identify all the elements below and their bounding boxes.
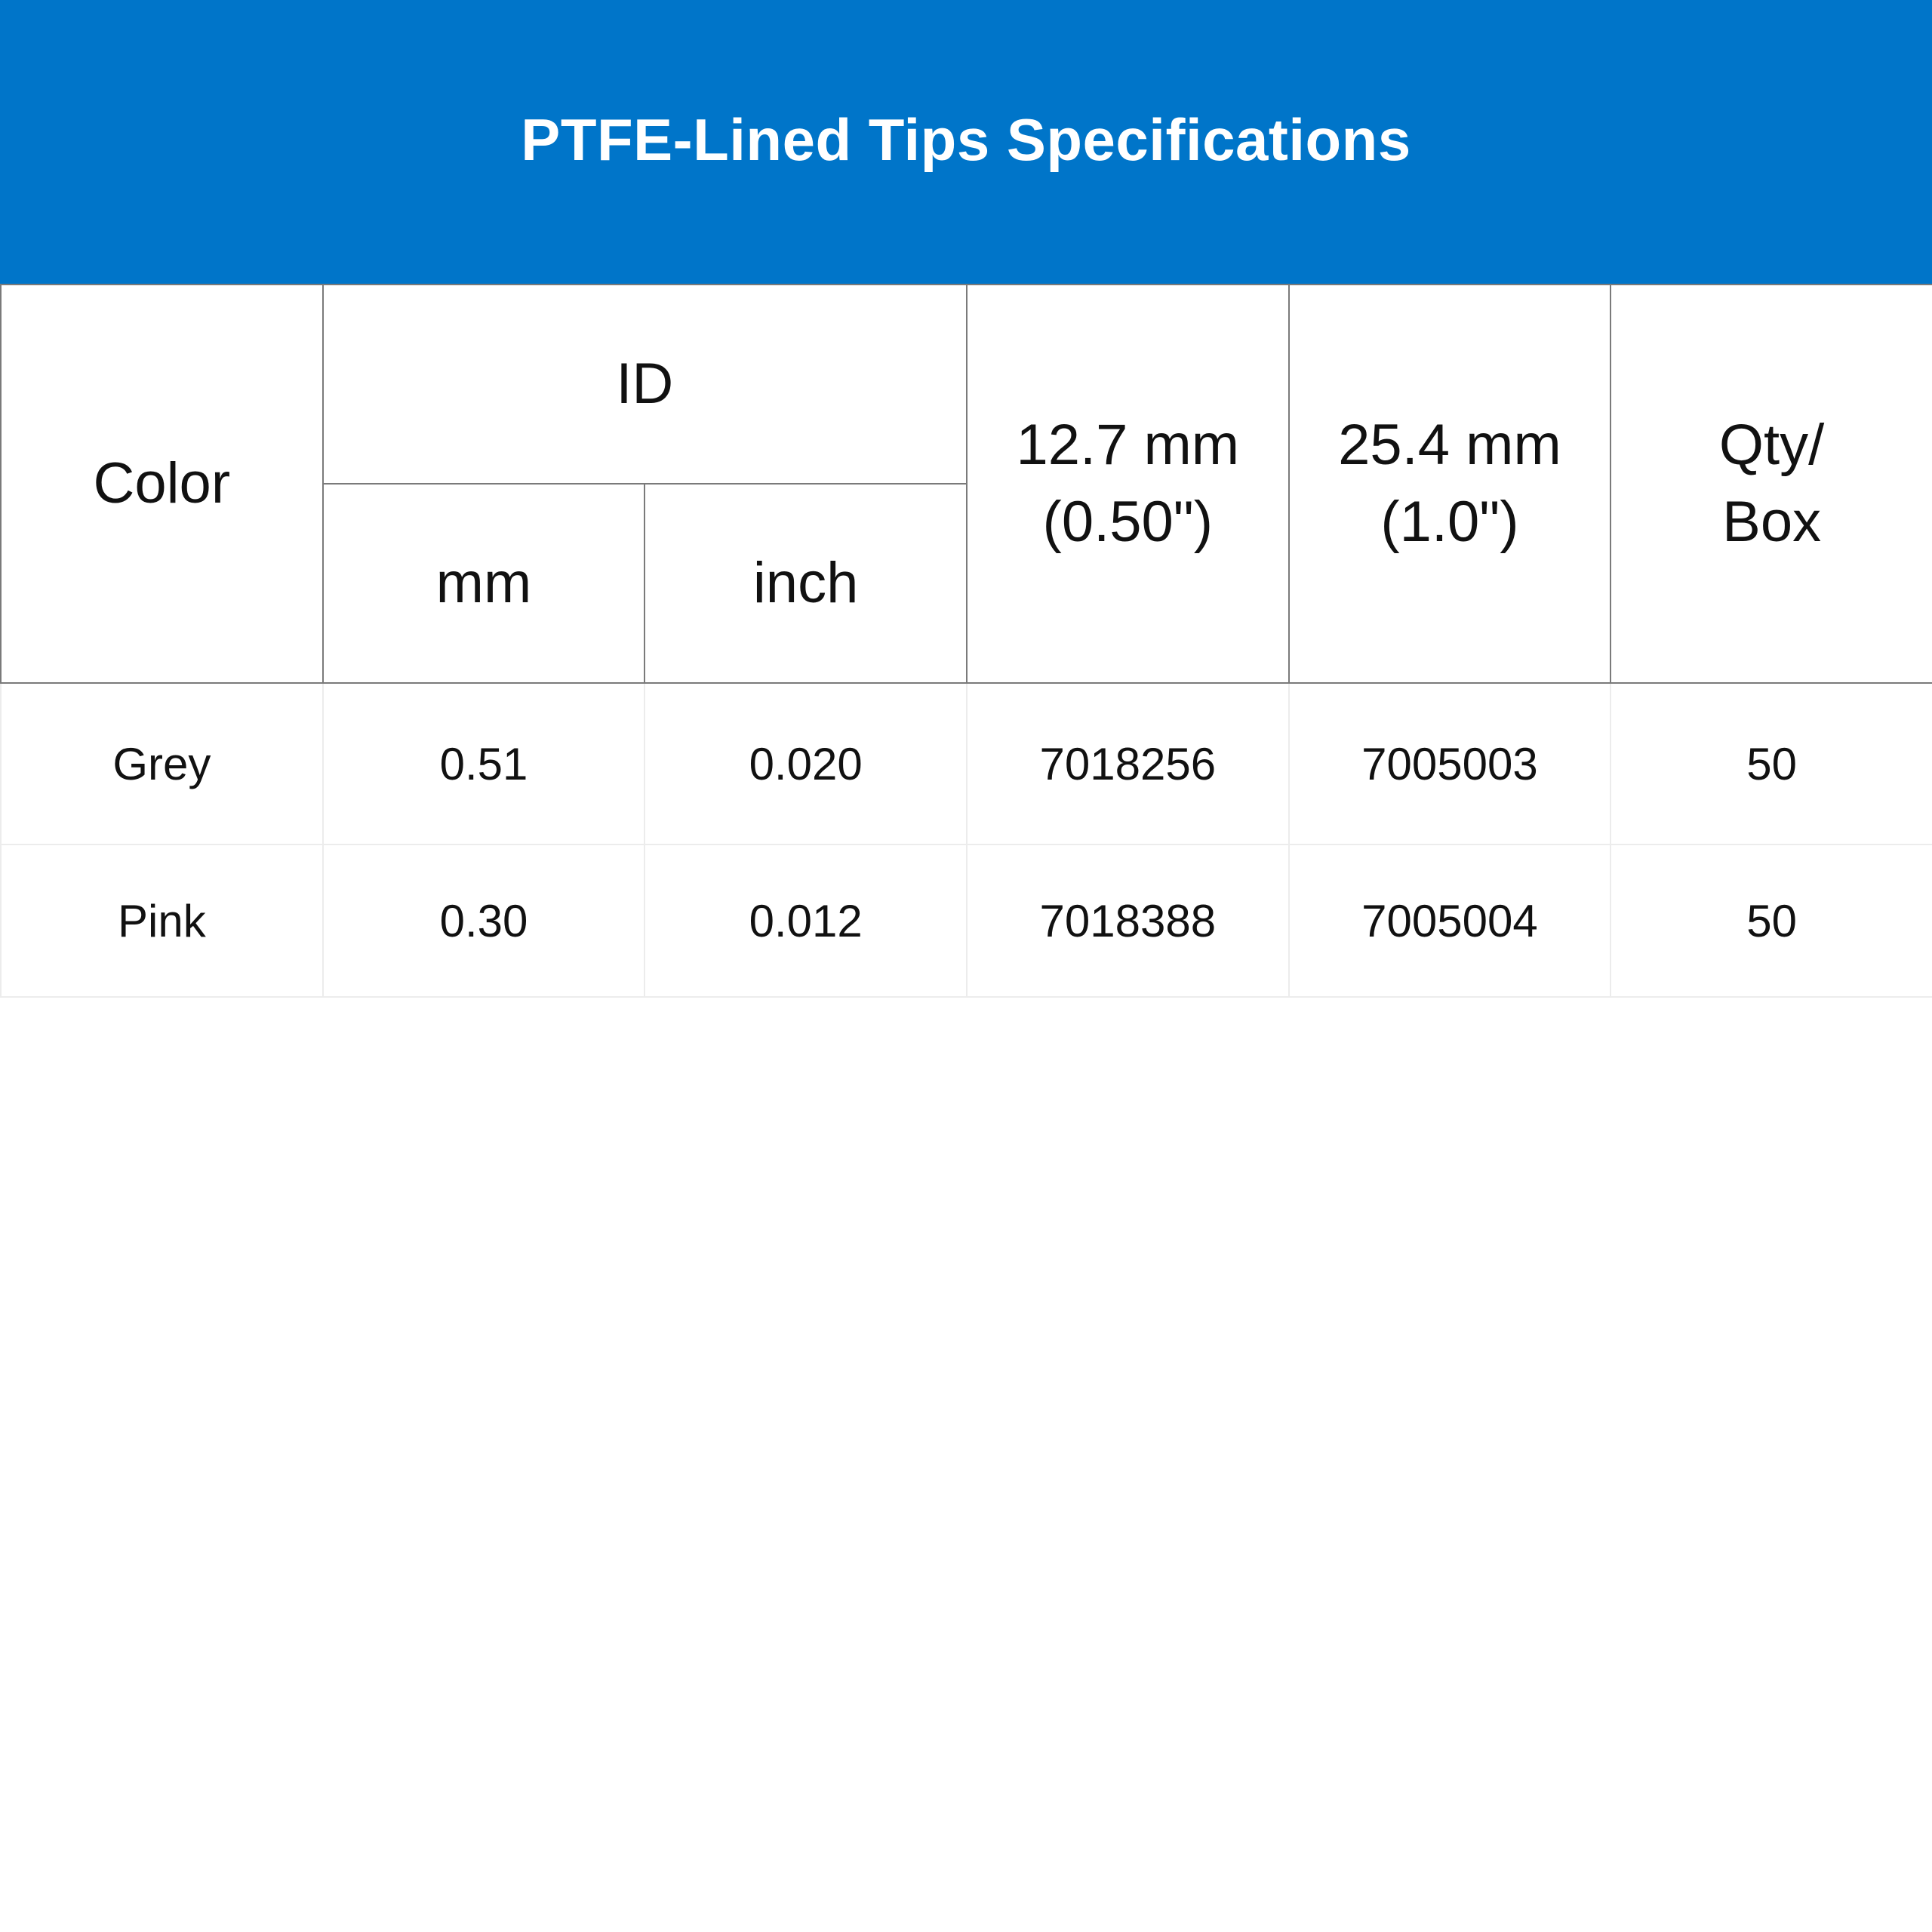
cell-part-12-7: 7018256 — [965, 682, 1290, 845]
header-length-12-7: 12.7 mm (0.50") — [965, 284, 1290, 684]
cell-part-25-4: 7005003 — [1287, 682, 1612, 845]
cell-part-25-4: 7005004 — [1287, 844, 1612, 998]
header-qty: Qty/ — [1718, 413, 1825, 477]
header-length-25-4-inch: (1.0") — [1380, 490, 1519, 554]
cell-qty: 50 — [1610, 844, 1932, 998]
cell-id-mm: 0.30 — [321, 844, 646, 998]
header-length-12-7-mm: 12.7 mm — [1016, 413, 1240, 477]
header-length-12-7-inch: (0.50") — [1042, 490, 1214, 554]
page-title: PTFE-Lined Tips Specifications — [521, 106, 1411, 173]
cell-qty: 50 — [1610, 682, 1932, 845]
specifications-table: Color ID 12.7 mm (0.50") 25.4 mm (1.0") Qt… — [0, 284, 1932, 998]
table-row: Pink 0.30 0.012 7018388 7005004 50 — [0, 844, 1932, 998]
cell-id-mm: 0.51 — [321, 682, 646, 845]
header-color: Color — [0, 284, 324, 684]
header-id-mm: mm — [321, 483, 646, 684]
header-length-25-4-mm: 25.4 mm — [1338, 413, 1561, 477]
header-id: ID — [321, 284, 968, 485]
header-box: Box — [1722, 490, 1822, 554]
title-banner: PTFE-Lined Tips Specifications — [0, 0, 1932, 284]
cell-id-inch: 0.012 — [644, 844, 968, 998]
cell-color: Pink — [0, 844, 324, 998]
cell-color: Grey — [0, 682, 324, 845]
header-id-inch: inch — [644, 483, 968, 684]
header-length-25-4: 25.4 mm (1.0") — [1287, 284, 1612, 684]
table-row: Grey 0.51 0.020 7018256 7005003 50 — [0, 682, 1932, 845]
cell-id-inch: 0.020 — [644, 682, 968, 845]
header-qty-box: Qty/Box — [1610, 284, 1932, 684]
cell-part-12-7: 7018388 — [965, 844, 1290, 998]
